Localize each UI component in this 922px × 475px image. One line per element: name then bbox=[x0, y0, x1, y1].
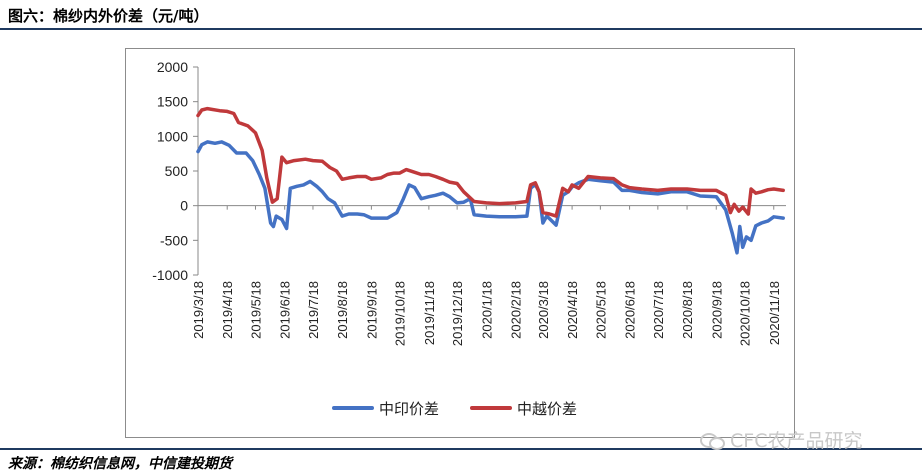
watermark-text: CFC农产品研究 bbox=[730, 430, 863, 452]
x-tick-label: 2020/9/18 bbox=[709, 281, 724, 339]
x-tick-label: 2019/12/18 bbox=[450, 281, 465, 346]
legend-label-2: 中越价差 bbox=[517, 400, 577, 418]
wechat-icon bbox=[700, 431, 725, 450]
x-tick-label: 2020/10/18 bbox=[738, 281, 753, 346]
y-tick-label: 2000 bbox=[157, 59, 188, 75]
x-tick-label: 2019/8/18 bbox=[335, 281, 350, 339]
y-tick-label: 500 bbox=[165, 163, 189, 179]
footer-divider bbox=[0, 448, 922, 450]
x-tick-label: 2020/8/18 bbox=[680, 281, 695, 339]
x-tick-label: 2020/6/18 bbox=[623, 281, 638, 339]
x-tick-label: 2019/3/18 bbox=[191, 281, 206, 339]
x-tick-label: 2020/4/18 bbox=[565, 281, 580, 339]
legend-label-1: 中印价差 bbox=[379, 400, 439, 418]
x-tick-label: 2019/9/18 bbox=[364, 281, 379, 339]
x-tick-label: 2020/3/18 bbox=[536, 281, 551, 339]
x-tick-label: 2019/5/18 bbox=[248, 281, 263, 339]
x-tick-label: 2019/7/18 bbox=[306, 281, 321, 339]
x-tick-label: 2020/11/18 bbox=[767, 281, 782, 345]
x-tick-label: 2019/6/18 bbox=[278, 281, 293, 339]
y-tick-label: -500 bbox=[160, 232, 188, 248]
x-tick-label: 2019/4/18 bbox=[220, 281, 235, 339]
line-chart: -1000 -500 0 500 1000 1500 2000 2019/3/18 2019/4… bbox=[152, 59, 786, 418]
source-note: 来源：棉纺织信息网，中信建投期货 bbox=[8, 456, 232, 472]
x-tick-label: 2020/2/18 bbox=[509, 281, 524, 339]
x-tick-label: 2019/10/18 bbox=[393, 281, 408, 346]
series-line-2 bbox=[196, 106, 785, 218]
y-tick-label: 1000 bbox=[157, 128, 188, 144]
series-line-1 bbox=[196, 140, 785, 255]
y-tick-label: 0 bbox=[180, 198, 188, 214]
figure-title: 图六：棉纱内外价差（元/吨） bbox=[8, 7, 209, 25]
y-tick-label: 1500 bbox=[157, 94, 188, 110]
x-tick-label: 2020/7/18 bbox=[651, 281, 666, 339]
series-lines bbox=[196, 106, 785, 255]
x-tick-label: 2020/5/18 bbox=[593, 281, 608, 339]
y-tick-label: -1000 bbox=[152, 267, 188, 283]
legend: 中印价差 中越价差 bbox=[332, 400, 577, 418]
axes-group: -1000 -500 0 500 1000 1500 2000 2019/3/18 2019/4… bbox=[152, 59, 786, 346]
chart-frame: -1000 -500 0 500 1000 1500 2000 2019/3/18 2019/4… bbox=[125, 48, 795, 438]
x-tick-label: 2019/11/18 bbox=[422, 281, 437, 345]
x-tick-label: 2020/1/18 bbox=[479, 281, 494, 339]
watermark: CFC农产品研究 bbox=[700, 426, 862, 453]
title-divider bbox=[0, 28, 922, 30]
